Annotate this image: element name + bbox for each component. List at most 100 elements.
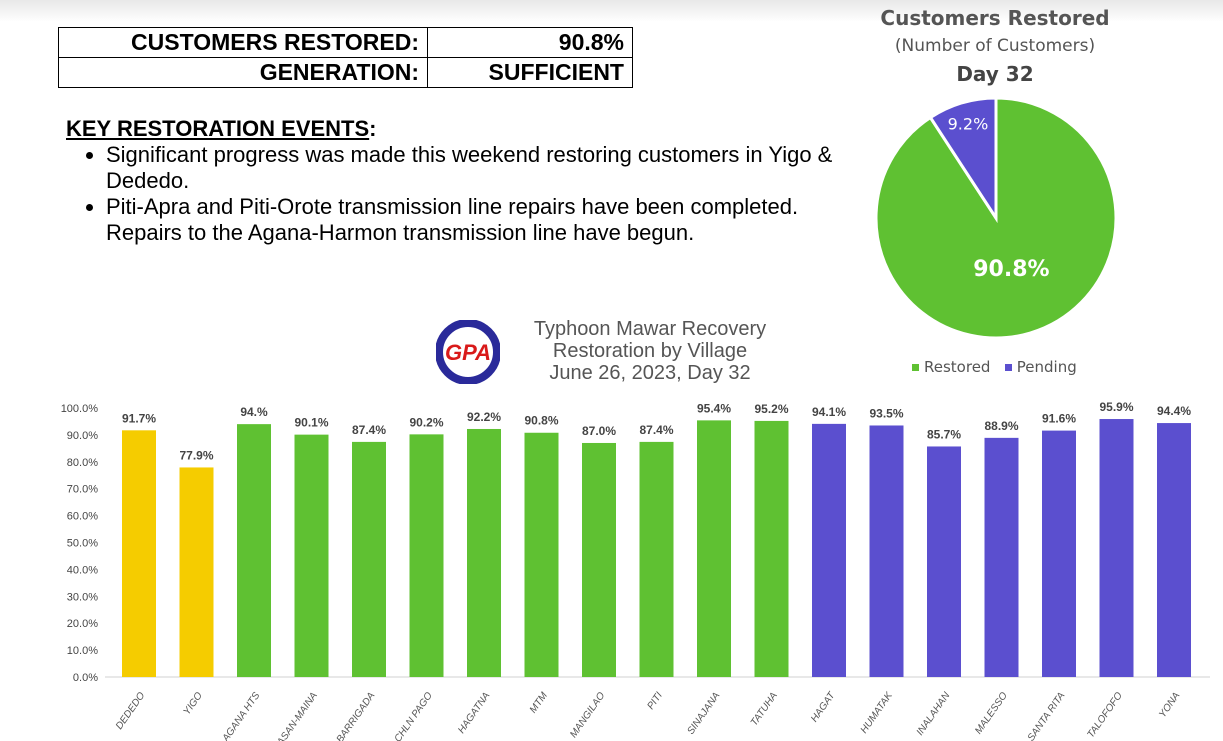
x-tick-label: SINAJANA [685,690,722,737]
bar-hagatna [467,428,501,677]
status-row-generation: GENERATION: SUFFICIENT [58,57,633,88]
y-tick-label: 10.0% [67,645,98,657]
page-top-shade [0,0,1223,22]
x-tick-label: MANGILAO [568,690,607,740]
bar-title-line: Restoration by Village [552,340,748,362]
bar-mtm [524,432,559,677]
x-tick-label: BARRIGADA [335,690,378,741]
y-tick-label: 100.0% [61,403,99,415]
bar-mangilao [582,442,616,677]
y-tick-label: 50.0% [67,538,98,550]
y-tick-label: 70.0% [67,484,98,496]
bar-yigo [179,467,214,677]
bar-chart-title: Typhoon Mawar Recovery Restoration by Vi… [440,318,840,384]
bar-inalahan [927,446,961,677]
bar-data-label: 91.7% [122,411,156,425]
bar-agana-hts [237,424,271,677]
y-tick-label: 20.0% [67,618,98,630]
x-tick-label: ASAN-MAINA [275,690,320,741]
x-tick-label: MALESSO [973,690,1010,736]
key-events: KEY RESTORATION EVENTS: Significant prog… [66,116,856,246]
y-tick-label: 30.0% [67,591,98,603]
x-tick-label: MTM [528,690,550,716]
pie-label: 9.2% [948,115,989,134]
x-tick-label: YIGO [182,690,205,717]
status-table: CUSTOMERS RESTORED: 90.8% GENERATION: SU… [58,27,633,88]
bar-malesso [984,437,1019,677]
bar-santa-rita [1042,430,1076,677]
bar-talofofo [1099,419,1134,677]
bar-data-label: 92.2% [467,410,501,424]
bar-data-label: 95.2% [754,402,788,416]
x-tick-label: SANTA RITA [1026,690,1068,741]
legend-swatch-restored [912,364,919,371]
status-row-customers-restored: CUSTOMERS RESTORED: 90.8% [58,27,633,58]
pie-slice-pending [928,96,998,224]
bar-data-label: 87.4% [639,423,673,437]
pie-title: Customers Restored [880,6,1110,30]
status-label: CUSTOMERS RESTORED: [58,27,428,58]
heading-text: KEY RESTORATION EVENTS [66,116,370,141]
bar-title-line: June 26, 2023, Day 32 [549,362,751,384]
bar-asan-maina [294,434,329,677]
legend-restored: Restored [924,358,991,376]
bar-chln-pago [409,434,444,677]
key-events-heading: KEY RESTORATION EVENTS: [66,116,856,142]
bar-data-label: 93.5% [869,406,903,420]
bar-data-label: 88.9% [984,419,1018,433]
x-tick-label: DEDEDO [114,690,148,732]
bar-data-label: 85.7% [927,427,961,441]
bar-data-label: 90.2% [409,415,443,429]
bar-data-label: 90.1% [294,416,328,430]
x-tick-label: AGANA HTS [220,690,263,741]
x-tick-label: HUMATAK [859,689,896,735]
pie-title-block: Customers Restored (Number of Customers)… [850,6,1140,86]
bar-humatak [869,425,904,677]
pie-legend: Restored Pending [912,358,1077,376]
legend-pending: Pending [1016,358,1077,376]
bar-data-label: 94.4% [1157,404,1191,418]
bar-data-label: 94.1% [812,405,846,419]
event-item: Piti-Apra and Piti-Orote transmission li… [106,194,856,246]
x-tick-label: YONA [1157,690,1182,720]
x-tick-label: CHLN PAGO [393,690,435,741]
x-tick-label: TATUHA [749,690,780,728]
status-label: GENERATION: [58,57,428,88]
bar-data-label: 91.6% [1042,412,1076,426]
bar-hagat [812,423,846,677]
x-tick-label: TALOFOFO [1085,690,1125,740]
heading-colon: : [369,116,377,141]
bar-data-label: 77.9% [179,448,213,462]
status-value: SUFFICIENT [427,57,633,88]
bar-barrigada [352,441,386,677]
gpa-logo: GPA [436,320,500,384]
y-tick-label: 40.0% [67,564,98,576]
y-tick-label: 90.0% [67,430,98,442]
bar-data-label: 95.9% [1099,400,1133,414]
bar-sinajana [697,420,731,677]
y-tick-label: 80.0% [67,457,98,469]
bar-data-label: 95.4% [697,401,731,415]
event-item: Significant progress was made this weeke… [106,142,856,194]
bar-yona [1157,423,1191,677]
bar-tatuha [754,420,789,677]
bar-piti [639,441,674,677]
x-tick-label: INALAHAN [915,690,953,738]
x-tick-label: HAGAT [809,690,838,725]
pie-subtitle: (Number of Customers) [894,36,1096,56]
x-tick-label: HAGATNA [456,690,493,736]
bar-data-label: 87.4% [352,423,386,437]
pie-label: 90.8% [973,257,1049,282]
bar-title-line: Typhoon Mawar Recovery [533,318,767,340]
pie-day: Day 32 [956,62,1034,86]
svg-text:GPA: GPA [445,340,491,365]
status-value: 90.8% [427,27,633,58]
y-tick-label: 60.0% [67,511,98,523]
bar-dededo [122,430,156,677]
bar-data-label: 94.% [240,405,268,419]
bar-data-label: 87.0% [582,424,616,438]
y-tick-label: 0.0% [73,672,98,684]
x-tick-label: PITI [645,690,665,712]
legend-swatch-pending [1004,364,1012,371]
